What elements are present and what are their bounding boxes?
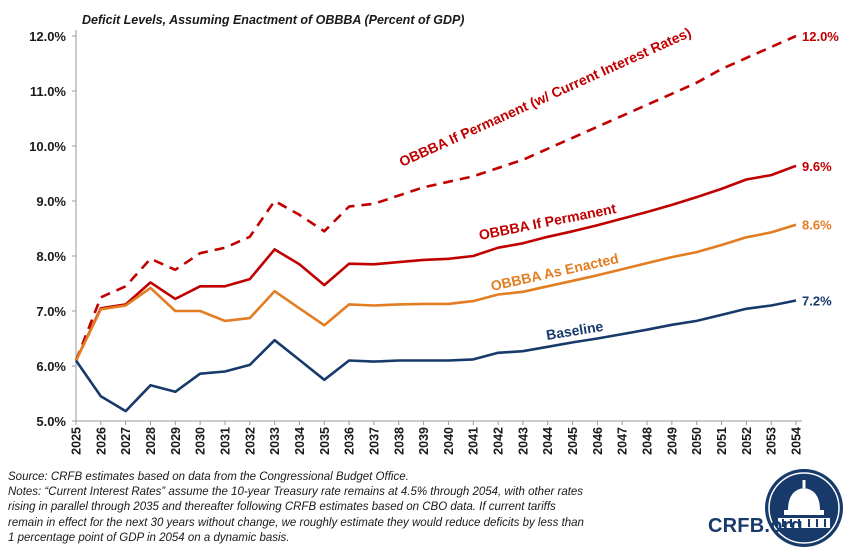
x-tick-label: 2046 (591, 427, 605, 455)
x-tick-label: 2043 (516, 427, 530, 455)
x-tick-label: 2045 (566, 427, 580, 455)
notes-line-3: remain in effect for the next 30 years w… (8, 516, 584, 529)
x-tick-label: 2029 (169, 427, 183, 455)
logo-text: CRFB.org (708, 515, 803, 537)
series-end-label-1: 9.6% (802, 159, 832, 174)
y-tick-label: 7.0% (36, 304, 66, 319)
x-tick-label: 2030 (194, 427, 208, 455)
x-tick-label: 2028 (144, 427, 158, 455)
series-line-0 (74, 34, 797, 361)
series-end-label-0: 12.0% (802, 29, 839, 44)
x-tick-label: 2050 (690, 427, 704, 455)
x-tick-label: 2038 (392, 427, 406, 455)
x-tick-label: 2052 (740, 427, 754, 455)
chart: Deficit Levels, Assuming Enactment of OB… (29, 13, 839, 455)
y-tick-label: 6.0% (36, 359, 66, 374)
x-tick-label: 2054 (790, 427, 804, 455)
series-name-label-2: OBBBA As Enacted (489, 250, 620, 294)
x-tick-label: 2036 (343, 427, 357, 455)
y-tick-label: 10.0% (29, 139, 66, 154)
y-tick-label: 8.0% (36, 249, 66, 264)
series-name-label-0: OBBBA If Permanent (w/ Current Interest … (397, 24, 694, 170)
x-tick-label: 2027 (119, 427, 133, 455)
x-tick-label: 2026 (94, 427, 108, 455)
x-tick-label: 2035 (318, 427, 332, 455)
x-tick-label: 2051 (715, 427, 729, 455)
capitol-dome-icon (765, 469, 843, 547)
x-tick-label: 2053 (765, 427, 779, 455)
chart-notes: Source: CRFB estimates based on data fro… (8, 470, 688, 546)
series-line-2 (74, 223, 797, 362)
crfb-logo: CRFB.org (708, 466, 848, 554)
x-tick-label: 2047 (616, 427, 630, 455)
notes-line-1: Notes: “Current Interest Rates” assume t… (8, 486, 584, 499)
x-tick-label: 2033 (268, 427, 282, 455)
x-tick-label: 2048 (641, 427, 655, 455)
notes-line-4: 1 percentage point of GDP in 2054 on a d… (8, 531, 290, 544)
source-note: Source: CRFB estimates based on data fro… (8, 471, 409, 483)
x-tick-label: 2044 (541, 427, 555, 455)
series-line-1 (74, 164, 797, 362)
x-tick-label: 2025 (70, 427, 84, 455)
x-tick-label: 2039 (417, 427, 431, 455)
x-tick-label: 2049 (665, 427, 679, 455)
notes-line-2: rising in parallel through 2035 and ther… (8, 501, 556, 514)
x-tick-label: 2041 (467, 427, 481, 455)
series-end-label-2: 8.6% (802, 218, 832, 233)
y-tick-label: 5.0% (36, 414, 66, 429)
x-tick-label: 2042 (492, 427, 506, 455)
y-tick-label: 11.0% (30, 84, 67, 99)
x-tick-label: 2032 (243, 427, 257, 455)
x-tick-label: 2037 (367, 427, 381, 455)
x-tick-label: 2040 (442, 427, 456, 455)
y-tick-label: 9.0% (36, 194, 66, 209)
y-tick-label: 12.0% (29, 29, 66, 44)
x-tick-label: 2034 (293, 427, 307, 455)
series-end-label-3: 7.2% (802, 294, 832, 309)
x-tick-label: 2031 (218, 427, 232, 455)
chart-title: Deficit Levels, Assuming Enactment of OB… (82, 13, 464, 27)
series-line-3 (74, 299, 797, 413)
